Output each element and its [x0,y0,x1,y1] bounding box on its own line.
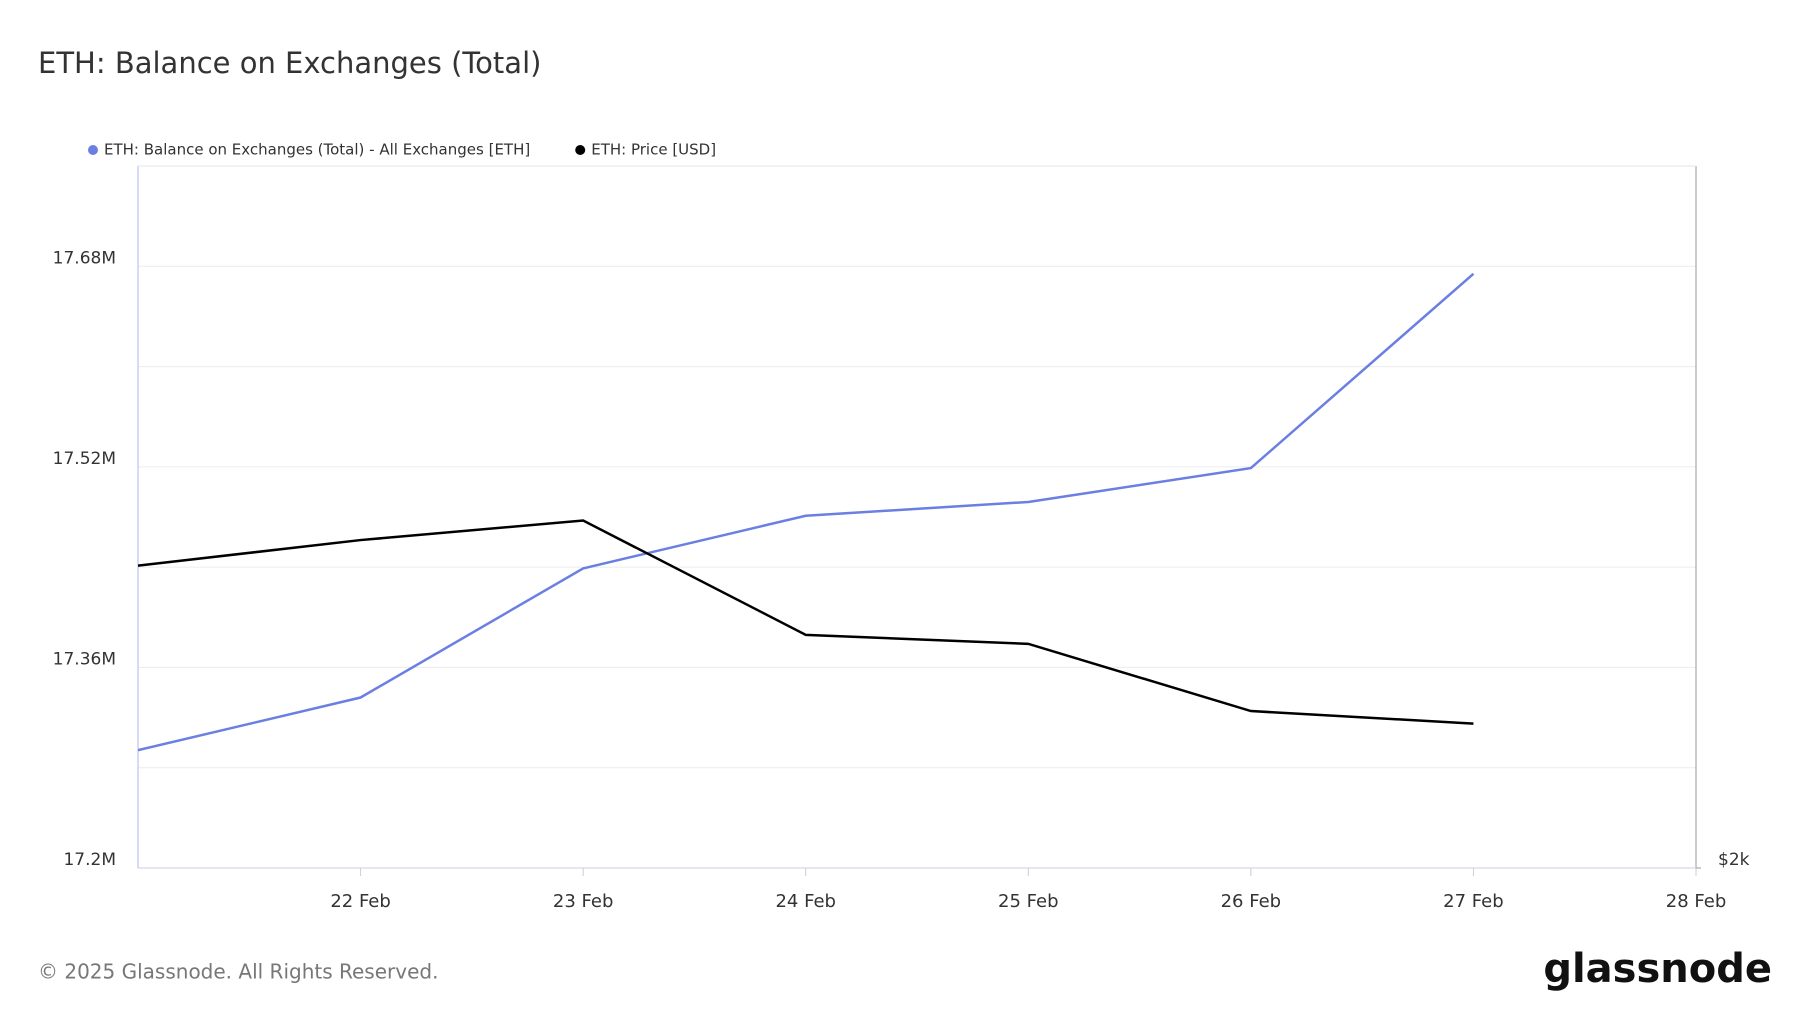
x-tick-label: 27 Feb [1443,891,1504,912]
y2-tick-label: $2k [1718,850,1750,870]
legend-marker [88,145,98,155]
brand-logo: glassnode [1543,946,1772,992]
footer: © 2025 Glassnode. All Rights Reserved. [38,960,438,984]
series-line [138,519,1474,725]
y-tick-label: 17.2M [63,850,116,870]
x-tick-label: 23 Feb [553,891,614,912]
y-tick-label: 17.36M [53,649,116,669]
series-line [138,272,1475,752]
x-tick-label: 25 Feb [998,891,1059,912]
x-tick-label: 24 Feb [775,891,836,912]
y-tick-label: 17.52M [53,449,116,469]
x-tick-label: 22 Feb [330,891,391,912]
legend-label: ETH: Price [USD] [591,141,716,159]
y-tick-label: 17.68M [53,248,116,268]
chart-title: ETH: Balance on Exchanges (Total) [38,46,541,80]
x-tick-label: 28 Feb [1666,891,1727,912]
legend-marker [575,145,586,155]
legend-label: ETH: Balance on Exchanges (Total) - All … [104,141,530,159]
x-tick-label: 26 Feb [1221,891,1282,912]
